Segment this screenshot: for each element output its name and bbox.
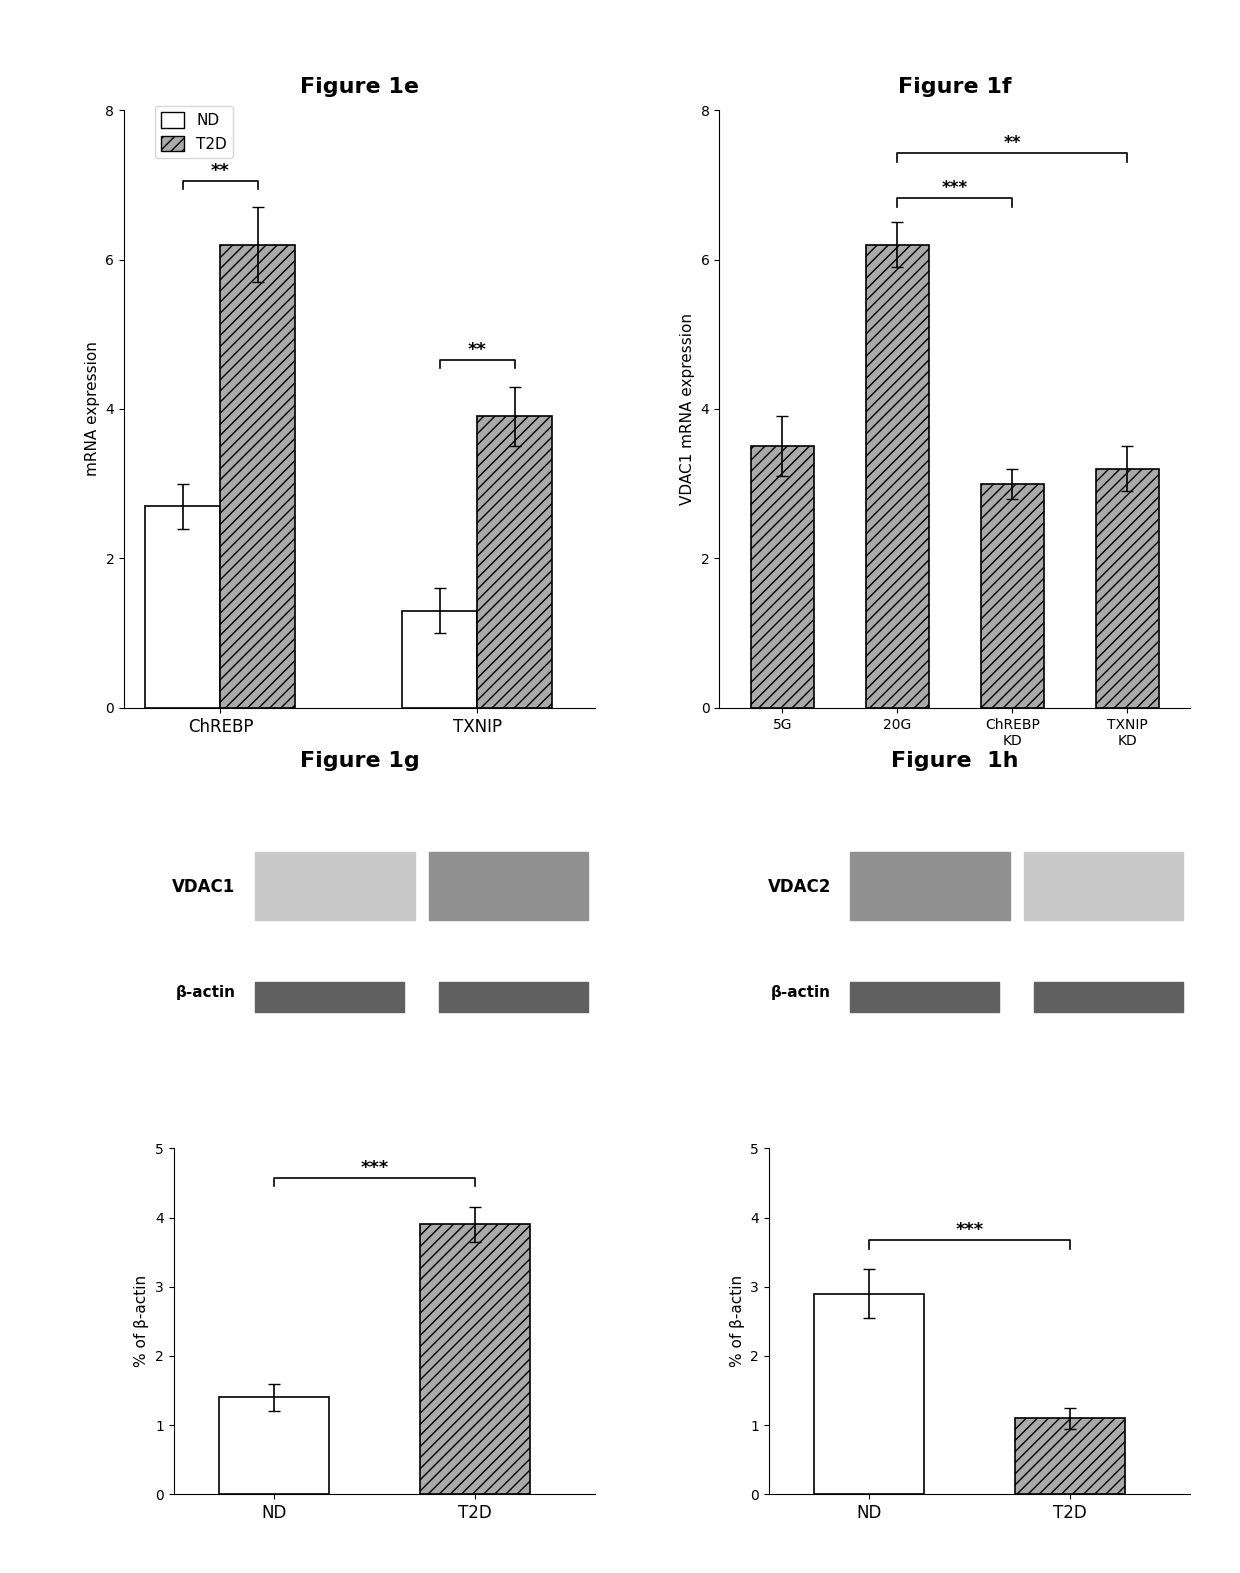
Text: VDAC2: VDAC2 (768, 878, 831, 895)
Bar (221, 244, 295, 708)
Bar (218, 1397, 329, 1494)
Bar (813, 1293, 924, 1494)
Bar (477, 417, 552, 708)
Bar (145, 507, 221, 708)
Y-axis label: VDAC1 mRNA expression: VDAC1 mRNA expression (680, 313, 696, 505)
Bar (403, 610, 477, 708)
Text: ***: *** (941, 179, 968, 197)
Title: Figure 1f: Figure 1f (898, 77, 1012, 98)
Y-axis label: % of β-actin: % of β-actin (134, 1276, 150, 1367)
Text: **: ** (1003, 134, 1021, 153)
Title: Figure 1e: Figure 1e (300, 77, 419, 98)
Text: β-actin: β-actin (771, 985, 831, 1000)
Bar (750, 447, 813, 708)
Text: Figure 1g: Figure 1g (300, 750, 419, 771)
Text: ***: *** (956, 1221, 983, 1240)
Text: VDAC1: VDAC1 (172, 878, 236, 895)
Bar (419, 1224, 529, 1494)
Text: **: ** (211, 162, 229, 179)
Y-axis label: % of β-actin: % of β-actin (729, 1276, 745, 1367)
Y-axis label: mRNA expression: mRNA expression (84, 341, 100, 477)
Legend: ND, T2D: ND, T2D (155, 105, 233, 157)
Bar (981, 484, 1044, 708)
Bar (1014, 1419, 1125, 1494)
Text: Figure  1h: Figure 1h (892, 750, 1018, 771)
Text: β-actin: β-actin (176, 985, 236, 1000)
Bar (866, 244, 929, 708)
Text: **: ** (467, 341, 487, 359)
Bar (1096, 469, 1159, 708)
Text: ***: *** (361, 1159, 388, 1177)
